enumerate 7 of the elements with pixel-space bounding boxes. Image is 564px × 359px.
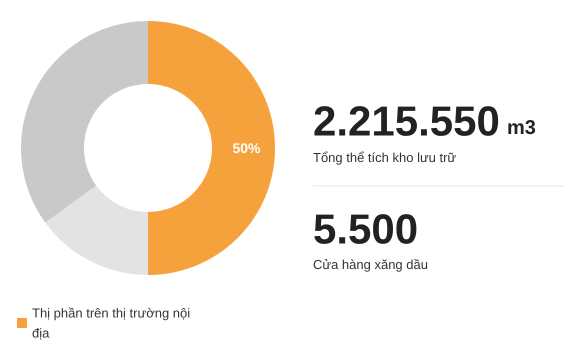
text: 5.500 (313, 206, 418, 252)
text: Tổng thể tích kho lưu trữ (313, 150, 456, 165)
legend-label: Thị phần trên thị trường nội địa (32, 306, 194, 340)
text: m3 (507, 117, 536, 139)
text: 2.215.550 (313, 98, 500, 144)
text: Cửa hàng xăng dầu (313, 257, 428, 272)
data-label: 50% (232, 140, 262, 156)
